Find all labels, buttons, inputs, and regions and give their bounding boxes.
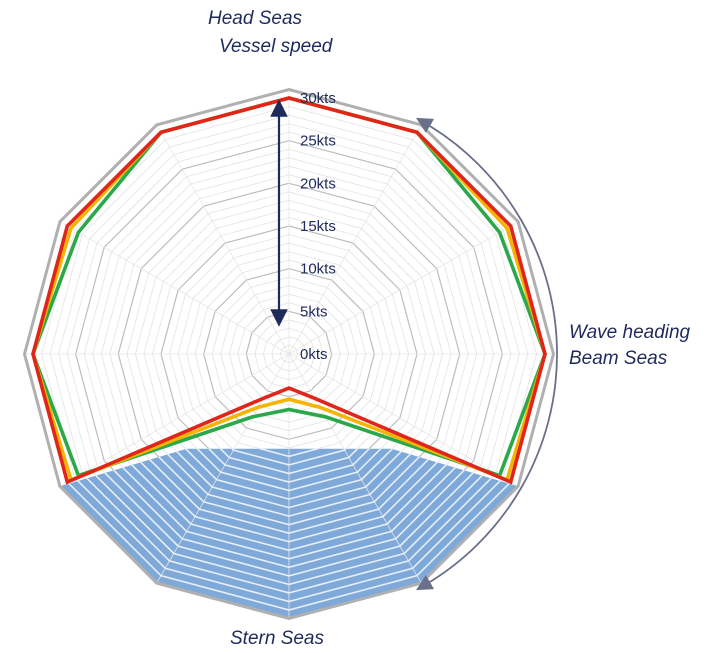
grid-spoke: [288, 353, 422, 584]
shade-stripe: [108, 448, 470, 535]
shade-stripe: [83, 448, 495, 560]
grid-spoke: [59, 353, 290, 487]
tick-label: 30kts: [300, 90, 336, 107]
shade-stripe: [59, 448, 519, 594]
vessel-speed-label: Vessel speed: [219, 36, 333, 57]
stern-seas-label: Stern Seas: [230, 628, 324, 649]
shade-stripe: [126, 448, 452, 517]
grid-spoke: [156, 353, 290, 584]
tick-label: 15kts: [300, 218, 336, 235]
grid-spoke: [59, 221, 290, 355]
tick-label: 5kts: [300, 303, 328, 320]
outer-limit-polygon: [22, 87, 556, 621]
tick-label: 20kts: [300, 175, 336, 192]
shade-stripe: [177, 448, 401, 466]
shade-stripe: [74, 448, 504, 569]
grid-spoke: [288, 221, 519, 355]
shade-stripe: [66, 448, 512, 577]
series-line-1: [31, 96, 547, 483]
shade-stripe: [185, 448, 393, 458]
wave-heading-label: Wave heading: [569, 322, 691, 343]
shade-stripe: [59, 448, 519, 611]
radial-tick-labels: 0kts 5kts 10kts 15kts 20kts 25kts 30kts: [300, 90, 336, 363]
tick-label: 25kts: [300, 133, 336, 150]
radial-grid: [24, 89, 554, 619]
series-line-2: [31, 96, 547, 485]
beam-seas-label: Beam Seas: [569, 348, 668, 369]
wave-heading-arrow: [415, 117, 558, 591]
shade-stripe: [134, 448, 444, 509]
series-line-0: [31, 96, 547, 478]
shade-stripe: [59, 448, 519, 586]
shade-stripe: [151, 448, 427, 492]
grid-spoke: [156, 124, 290, 355]
tick-label: 0kts: [300, 346, 328, 363]
tick-label: 10kts: [300, 261, 336, 278]
grid-spoke: [288, 124, 422, 355]
shade-stripe: [168, 448, 410, 475]
shade-stripe: [91, 448, 487, 552]
shade-stripe: [160, 448, 418, 483]
grid-spoke: [288, 353, 519, 487]
shade-stripe: [143, 448, 435, 500]
shade-stripe: [59, 448, 519, 603]
shade-stripe: [100, 448, 478, 543]
head-seas-label: Head Seas: [208, 8, 303, 29]
shade-stripes: [59, 448, 519, 611]
speed-series: [31, 96, 547, 485]
outer-limit-line: [22, 87, 556, 621]
shade-stripe: [117, 448, 461, 526]
arrows: [270, 99, 558, 591]
